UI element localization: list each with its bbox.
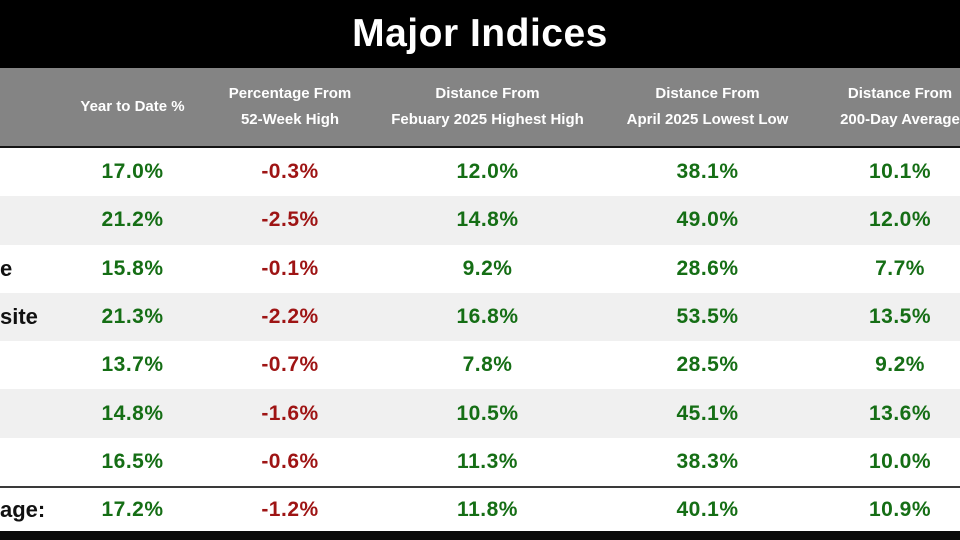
column-header-line: April 2025 Lowest Low [626, 111, 789, 128]
cell-value: 12.0% [456, 160, 519, 184]
cell-value: 10.5% [456, 401, 519, 425]
cell-value: -1.2% [261, 497, 319, 521]
cell-value: 45.1% [676, 401, 739, 425]
cell-value: 16.5% [101, 449, 164, 473]
cell-value: 7.7% [875, 256, 925, 280]
bottom-border-bar [0, 531, 960, 540]
table-row: site 21.3% -2.2% 16.8% 53.5% 13.5% [0, 292, 960, 342]
cell-value: 38.3% [676, 449, 739, 473]
table-row: 13.7% -0.7% 7.8% 28.5% 9.2% [0, 341, 960, 390]
column-header-line: 52-Week High [240, 111, 340, 128]
cell-value: 11.3% [457, 449, 518, 473]
cell-value: 28.6% [676, 256, 739, 280]
cell-value: 38.1% [676, 160, 739, 184]
column-header-line: Distance From [435, 85, 540, 102]
column-header-line: Year to Date % [80, 98, 185, 115]
cell-value: 12.0% [868, 208, 932, 232]
cell-value: -0.3% [261, 160, 319, 184]
row-label [0, 389, 70, 437]
column-header-200-day-average: Distance From 200-Day Average [825, 68, 960, 146]
title-bar: Major Indices [0, 0, 960, 68]
column-header-line: Febuary 2025 Highest High [391, 111, 584, 128]
cell-value: -1.6% [261, 401, 319, 425]
row-label: e [0, 255, 13, 281]
cell-value: 7.8% [462, 353, 513, 377]
cell-value: 13.5% [868, 305, 932, 329]
column-header-line: Percentage From [228, 85, 352, 102]
cell-value: 13.7% [101, 353, 164, 377]
cell-value: -0.1% [261, 256, 319, 280]
page-title: Major Indices [352, 12, 608, 55]
column-header-feb-2025-high: Distance From Febuary 2025 Highest High [385, 68, 590, 146]
column-header-april-2025-low: Distance From April 2025 Lowest Low [590, 68, 825, 146]
cell-value: 9.2% [462, 256, 513, 280]
row-label-header-spacer [0, 68, 70, 146]
cell-value: 16.8% [456, 305, 519, 329]
column-header-line: Distance From [655, 85, 760, 102]
cell-value: 11.8% [457, 497, 518, 521]
cell-value: 14.8% [456, 208, 519, 232]
cell-value: 15.8% [101, 256, 164, 280]
indices-table: Year to Date % Percentage From 52-Week H… [0, 68, 960, 540]
cell-value: -0.6% [261, 449, 319, 473]
cell-value: 53.5% [676, 305, 739, 329]
row-label [0, 341, 70, 389]
cell-value: -2.5% [261, 208, 319, 232]
table-row: 16.5% -0.6% 11.3% 38.3% 10.0% [0, 437, 960, 487]
cell-value: 13.6% [868, 401, 932, 425]
table-header-row: Year to Date % Percentage From 52-Week H… [0, 68, 960, 148]
column-header-line: 200-Day Average [840, 111, 960, 128]
cell-value: 49.0% [676, 208, 739, 232]
cell-value: 21.3% [101, 305, 164, 329]
row-label [0, 196, 70, 244]
table-row-average: age: 17.2% -1.2% 11.8% 40.1% 10.9% [0, 486, 960, 532]
column-header-line: Distance From [847, 85, 953, 102]
cell-value: 40.1% [676, 497, 739, 521]
cell-value: -2.2% [261, 305, 319, 329]
column-header-52-week-high: Percentage From 52-Week High [195, 68, 385, 146]
column-header-year-to-date: Year to Date % [70, 68, 195, 146]
row-label [0, 148, 70, 196]
table-row: e 15.8% -0.1% 9.2% 28.6% 7.7% [0, 244, 960, 293]
cell-value: 17.0% [101, 160, 164, 184]
cell-value: 10.9% [868, 497, 932, 521]
cell-value: 17.2% [101, 497, 164, 521]
cell-value: 14.8% [101, 401, 164, 425]
cell-value: 9.2% [875, 353, 925, 377]
table-row: 17.0% -0.3% 12.0% 38.1% 10.1% [0, 148, 960, 197]
cell-value: -0.7% [261, 353, 319, 377]
cell-value: 10.0% [868, 449, 932, 473]
cell-value: 28.5% [676, 353, 739, 377]
table-row: 21.2% -2.5% 14.8% 49.0% 12.0% [0, 196, 960, 245]
cell-value: 10.1% [868, 160, 932, 184]
row-label [0, 438, 70, 486]
cell-value: 21.2% [101, 208, 164, 232]
row-label: site [0, 304, 38, 330]
table-row: 14.8% -1.6% 10.5% 45.1% 13.6% [0, 389, 960, 438]
row-label: age: [0, 496, 46, 522]
